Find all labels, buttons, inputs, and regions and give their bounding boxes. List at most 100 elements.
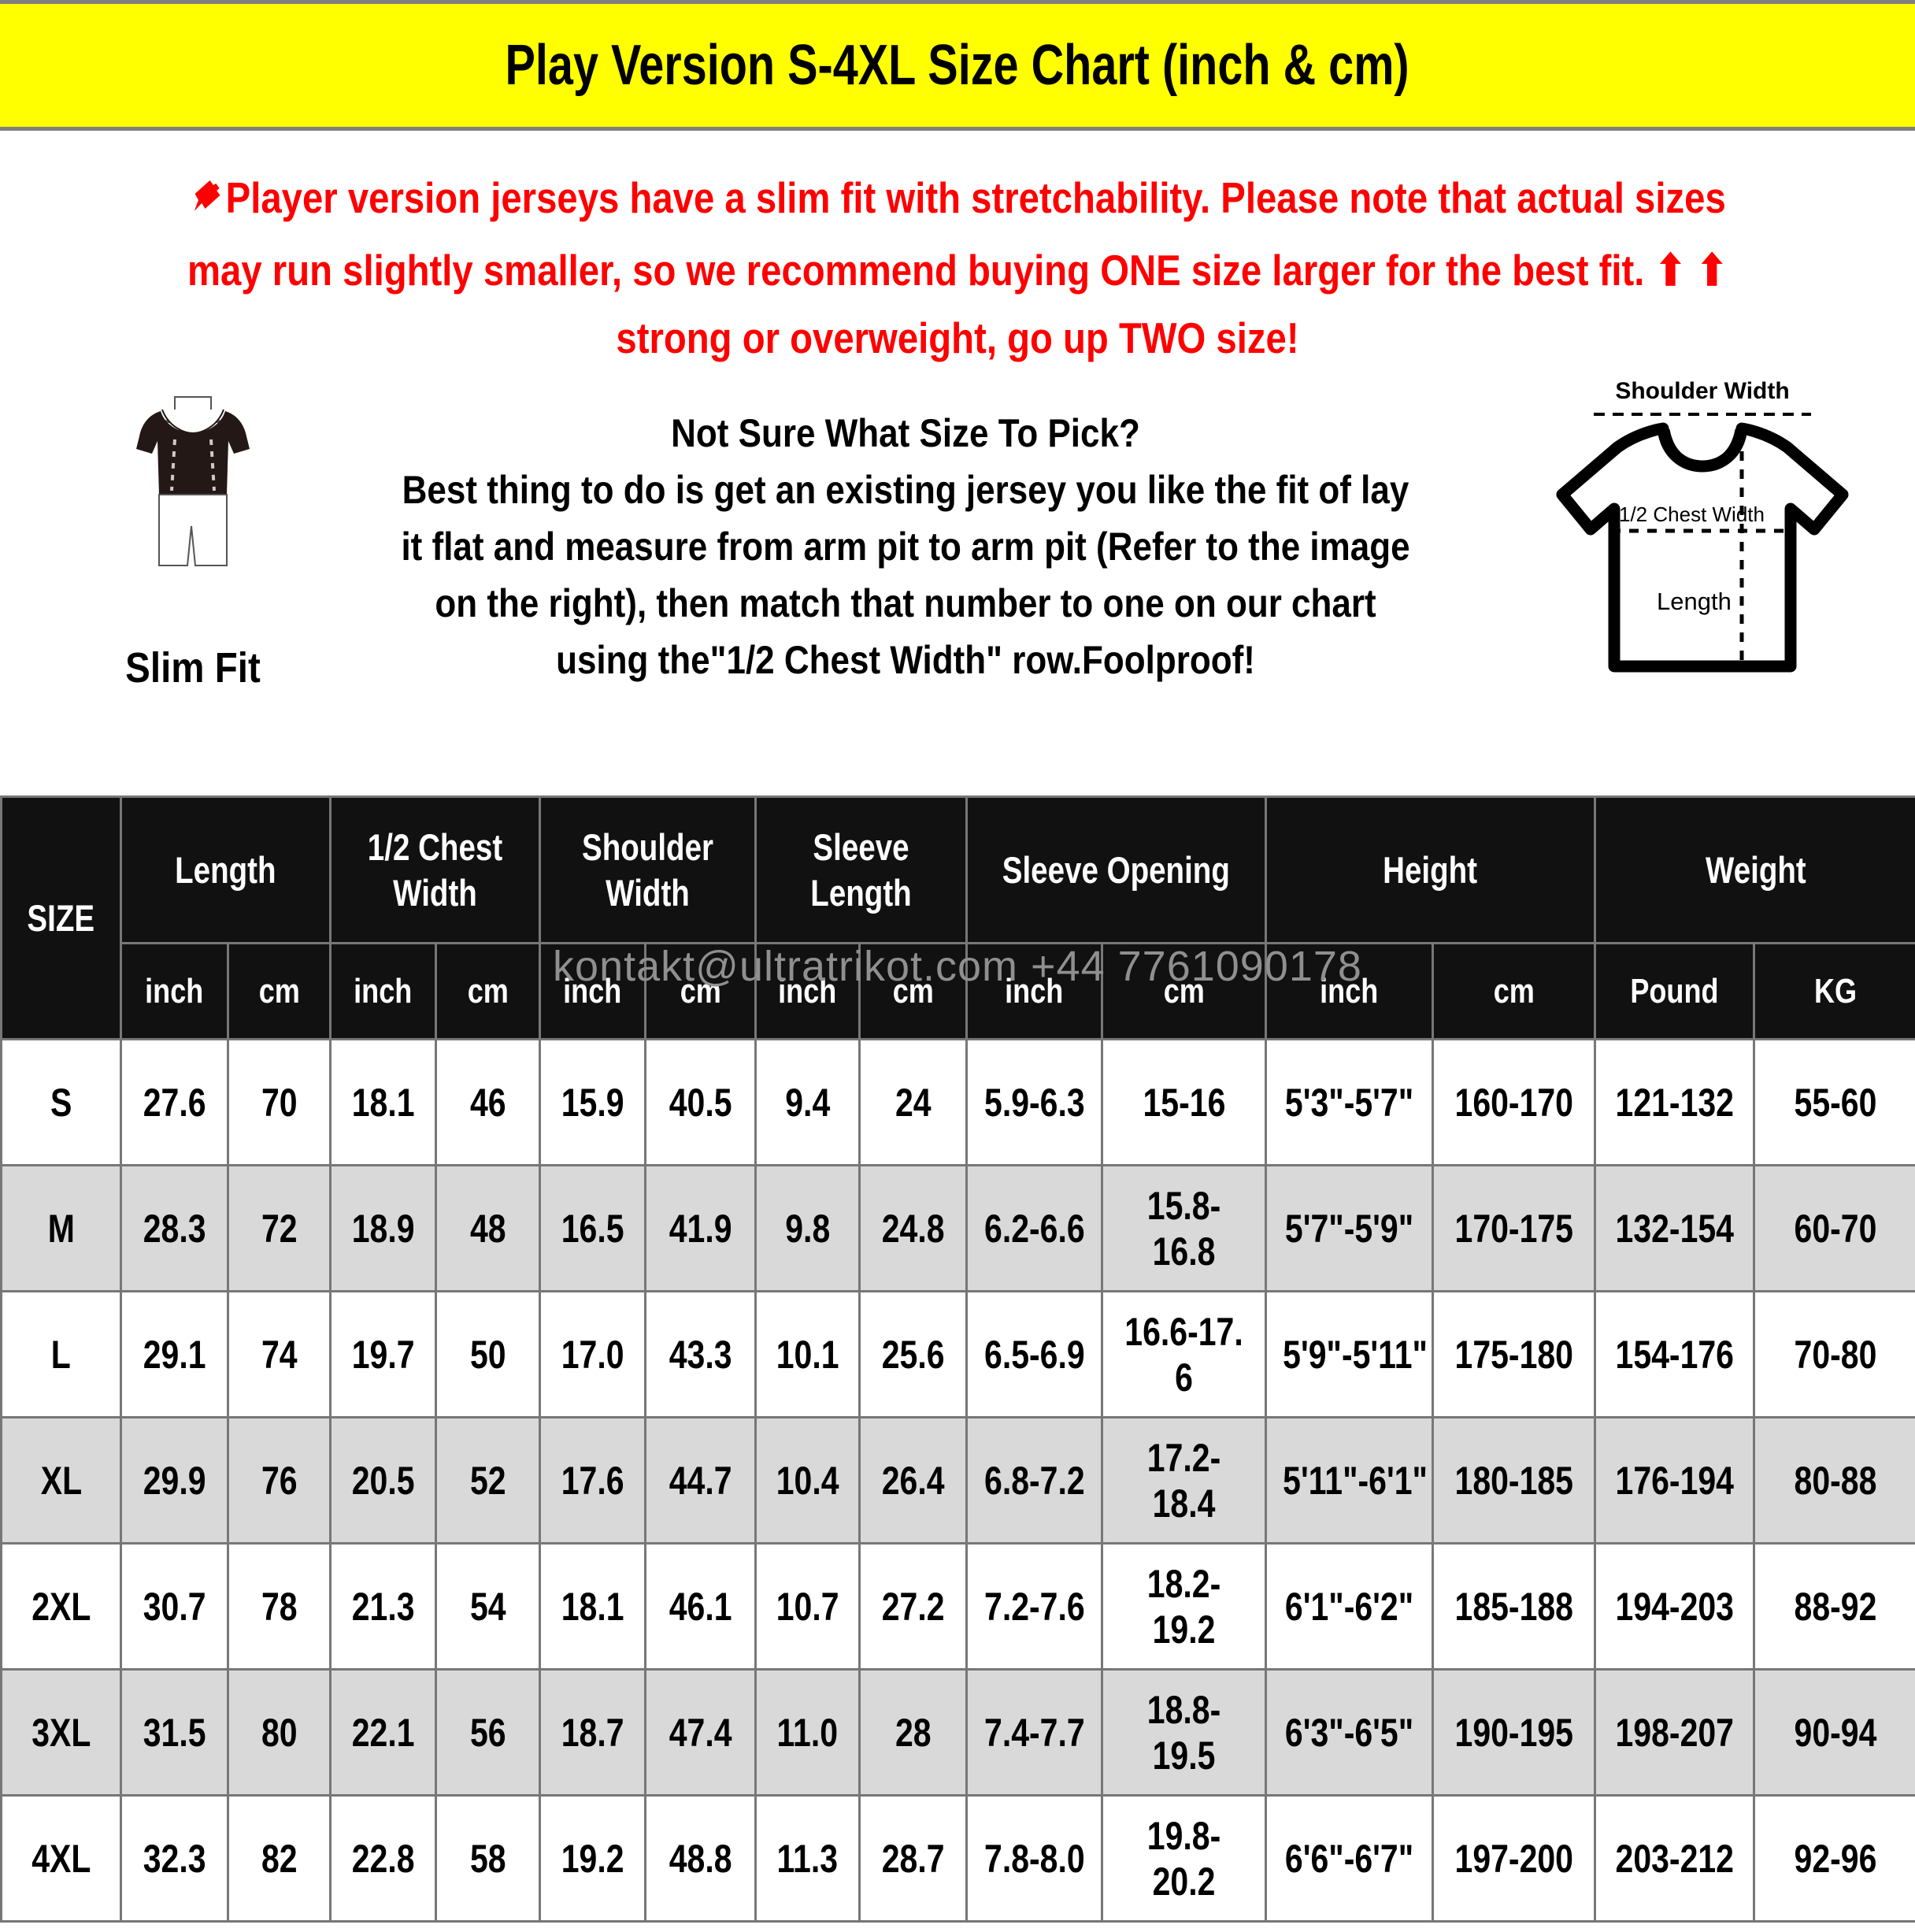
unit-chest-cm: cm (435, 942, 542, 1040)
unit-sleeve-opening-cm: cm (1101, 942, 1268, 1040)
pushpin-icon (189, 169, 224, 236)
header-half-chest-width: 1/2 Chest Width (329, 795, 542, 944)
cell-value: 9.8 (754, 1164, 861, 1292)
cell-value: 194-203 (1594, 1542, 1756, 1671)
table-head: SIZE Length 1/2 Chest Width Shoulder Wid… (0, 795, 1915, 1040)
cell-value: 11.3 (754, 1794, 861, 1923)
cell-value: 18.2-19.2 (1101, 1542, 1268, 1671)
cell-value: 22.1 (329, 1668, 438, 1797)
cell-value: 132-154 (1594, 1164, 1756, 1292)
unit-height-cm: cm (1432, 942, 1597, 1040)
cell-value: 10.4 (754, 1416, 861, 1544)
header-weight: Weight (1594, 795, 1915, 944)
cell-value: 5'9"-5'11" (1265, 1290, 1435, 1418)
cell-value: 47.4 (644, 1668, 757, 1797)
cell-value: 170-175 (1432, 1164, 1597, 1292)
table-row: M 28.3 72 18.9 48 16.5 41.9 9.8 24.8 6.2-6.6 15.8-… (0, 1164, 1915, 1292)
cell-value: 7.8-8.0 (965, 1794, 1104, 1923)
cell-value: 78 (226, 1542, 332, 1671)
cell-value: 44.7 (644, 1416, 757, 1544)
cell-value: 9.4 (754, 1038, 861, 1166)
cell-value: 46.1 (644, 1542, 757, 1671)
cell-value: 18.1 (539, 1542, 647, 1671)
table-row: 4XL 32.3 82 22.8 58 19.2 48.8 11.3 28.7 7.8-8.0 19… (0, 1794, 1915, 1923)
cell-value: 24 (858, 1038, 969, 1166)
cell-value: 6.8-7.2 (965, 1416, 1104, 1544)
cell-value: 17.6 (539, 1416, 647, 1544)
length-text: Length (1657, 588, 1732, 615)
unit-weight-pound: Pound (1594, 942, 1756, 1040)
cell-value: 19.7 (329, 1290, 438, 1418)
cell-value: 92-96 (1753, 1794, 1915, 1923)
cell-value: 58 (435, 1794, 542, 1923)
cell-value: 190-195 (1432, 1668, 1597, 1797)
unit-length-cm: cm (226, 942, 332, 1040)
cell-value: 76 (226, 1416, 332, 1544)
cell-value: 6.2-6.6 (965, 1164, 1104, 1292)
slim-fit-label: Slim Fit (125, 644, 261, 692)
cell-value: 185-188 (1432, 1542, 1597, 1671)
cell-value: 17.0 (539, 1290, 647, 1418)
cell-value: 6'3"-6'5" (1265, 1668, 1435, 1797)
cell-value: 6'1"-6'2" (1265, 1542, 1435, 1671)
cell-value: 175-180 (1432, 1290, 1597, 1418)
cell-value: 72 (226, 1164, 332, 1292)
cell-value: 28.7 (858, 1794, 969, 1923)
cell-value: 90-94 (1753, 1668, 1915, 1797)
cell-value: 56 (435, 1668, 542, 1797)
middle-section: Slim Fit Not Sure What Size To Pick? Bes… (0, 378, 1915, 723)
shoulder-width-label: Shoulder Width (1615, 378, 1790, 404)
cell-value: 24.8 (858, 1164, 969, 1292)
table-body: S 27.6 70 18.1 46 15.9 40.5 9.4 24 5.9-6.3 15-16 5'… (0, 1038, 1915, 1923)
unit-sleeve-length-cm: cm (858, 942, 969, 1040)
notice-section: Player version jerseys have a slim fit w… (0, 131, 1915, 384)
header-length: Length (119, 795, 332, 944)
cell-value: 70 (226, 1038, 332, 1166)
unit-length-inch: inch (120, 942, 229, 1040)
table-row: XL 29.9 76 20.5 52 17.6 44.7 10.4 26.4 6.8-7.2 17.… (0, 1416, 1915, 1544)
cell-value: 27.6 (120, 1038, 229, 1166)
cell-value: 18.7 (539, 1668, 647, 1797)
cell-size: 3XL (0, 1668, 122, 1797)
cell-value: 16.6-17. 6 (1101, 1290, 1268, 1418)
cell-value: 160-170 (1432, 1038, 1597, 1166)
table-row: L 29.1 74 19.7 50 17.0 43.3 10.1 25.6 6.5-6.9 16.6… (0, 1290, 1915, 1418)
cell-value: 5.9-6.3 (965, 1038, 1104, 1166)
cell-value: 176-194 (1594, 1416, 1756, 1544)
cell-value: 10.7 (754, 1542, 861, 1671)
chest-width-text: 1/2 Chest Width (1619, 502, 1765, 526)
tshirt-icon: 1/2 Chest Width Length (1556, 413, 1849, 673)
cell-value: 19.2 (539, 1794, 647, 1923)
cell-value: 30.7 (120, 1542, 229, 1671)
cell-value: 54 (435, 1542, 542, 1671)
cell-value: 29.9 (120, 1416, 229, 1544)
cell-value: 46 (435, 1038, 542, 1166)
cell-value: 41.9 (644, 1164, 757, 1292)
cell-size: 2XL (0, 1542, 122, 1671)
guide-body: Best thing to do is get an existing jers… (401, 468, 1410, 682)
cell-size: S (0, 1038, 122, 1166)
unit-shoulder-inch: inch (539, 942, 647, 1040)
cell-value: 40.5 (644, 1038, 757, 1166)
tee-measurement-diagram: Shoulder Width 1/2 Chest Width Length (1537, 378, 1868, 694)
cell-value: 20.5 (329, 1416, 438, 1544)
cell-size: L (0, 1290, 122, 1418)
notice-text: Player version jerseys have a slim fit w… (187, 173, 1728, 362)
cell-value: 80-88 (1753, 1416, 1915, 1544)
cell-value: 15.9 (539, 1038, 647, 1166)
cell-value: 198-207 (1594, 1668, 1756, 1797)
cell-value: 5'3"-5'7" (1265, 1038, 1435, 1166)
cell-value: 15-16 (1101, 1038, 1268, 1166)
mannequin-icon (136, 396, 250, 566)
header-sleeve-opening: Sleeve Opening (965, 795, 1268, 944)
cell-value: 18.8-19.5 (1101, 1668, 1268, 1797)
slim-fit-illustration: Slim Fit (75, 392, 311, 692)
cell-value: 28.3 (120, 1164, 229, 1292)
header-row-units: inch cm inch cm inch cm inch cm inch cm … (2, 942, 1915, 1040)
cell-value: 28 (858, 1668, 969, 1797)
unit-shoulder-cm: cm (644, 942, 757, 1040)
cell-value: 32.3 (120, 1794, 229, 1923)
cell-value: 21.3 (329, 1542, 438, 1671)
cell-value: 31.5 (120, 1668, 229, 1797)
